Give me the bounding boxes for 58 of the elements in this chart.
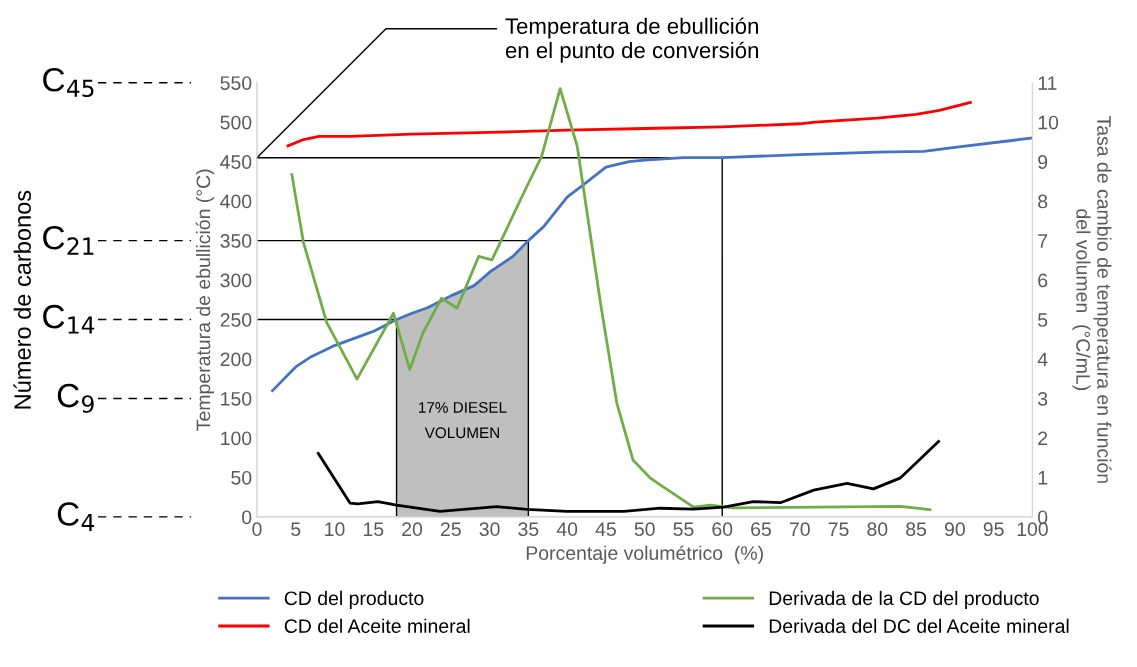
annotation: 17% DIESEL VOLUMEN — [419, 402, 507, 439]
x-tick-label: 75 — [828, 522, 849, 537]
y-tick-label: 250 — [220, 313, 252, 327]
ref-line-label: C$_{21}$ — [43, 225, 94, 255]
x-tick-label: 25 — [440, 522, 461, 537]
y2-tick-label: 11 — [1038, 76, 1057, 90]
x-tick-label: 20 — [402, 522, 423, 537]
ref-line-label: C$_{9}$ — [57, 383, 94, 413]
y-tick-label: 0 — [242, 510, 252, 525]
y-tick-label: 100 — [221, 431, 252, 446]
y2-tick-label: 6 — [1038, 273, 1048, 288]
x-tick-label: 55 — [673, 522, 694, 537]
ref-line-label: C$_{14}$ — [43, 304, 95, 334]
x-tick-label: 45 — [595, 522, 616, 537]
y-tick-label: 500 — [220, 115, 252, 130]
x-tick-label: 15 — [363, 522, 384, 537]
ref-line-label: C$_{45}$ — [43, 67, 94, 98]
x-axis-title: Porcentaje volumétrico (%) — [526, 545, 763, 564]
y-tick-label: 350 — [220, 234, 252, 248]
y2-tick-label: 3 — [1038, 391, 1048, 406]
x-tick-label: 10 — [325, 522, 345, 537]
y2-tick-label: 1 — [1038, 471, 1048, 485]
x-tick-label: 30 — [479, 522, 500, 537]
x-tick-label: 65 — [751, 522, 771, 537]
x-tick-label: 50 — [634, 522, 655, 537]
y2-axis-title: Tasa de cambio de temperatura en función del volumen (°C/mL) — [1072, 115, 1112, 483]
text: Número de carbonos — [13, 190, 31, 409]
y-tick-label: 550 — [220, 76, 252, 90]
x-tick-label: 80 — [867, 522, 888, 537]
y-tick-label: 200 — [220, 352, 252, 367]
legend-label: CD del Aceite mineral — [284, 618, 470, 633]
legend-label: Derivada del DC del Aceite mineral — [769, 618, 1069, 633]
y2-tick-label: 5 — [1038, 313, 1048, 327]
y2-tick-label: 9 — [1038, 155, 1048, 169]
x-tick-label: 70 — [789, 522, 810, 537]
x-tick-label: 85 — [906, 522, 927, 537]
legend-label: CD del producto — [284, 590, 424, 609]
x-tick-label: 5 — [291, 522, 301, 537]
y-tick-label: 400 — [220, 194, 252, 209]
y-tick-label: 50 — [231, 470, 252, 485]
x-tick-label: 40 — [556, 522, 578, 537]
y2-tick-label: 7 — [1038, 234, 1048, 248]
y2-tick-label: 8 — [1038, 194, 1048, 209]
y-tick-label: 450 — [220, 155, 252, 169]
y2-tick-label: 4 — [1037, 352, 1048, 367]
y-tick-label: 300 — [220, 273, 252, 288]
x-tick-label: 35 — [518, 522, 539, 537]
x-tick-label: 95 — [983, 522, 1004, 537]
y-axis-title: Temperatura de ebullición (°C) — [195, 169, 215, 431]
y-tick-label: 150 — [221, 391, 252, 406]
legend-label: Derivada de la CD del producto — [769, 590, 1039, 609]
x-tick-label: 0 — [252, 522, 262, 537]
annotation: Temperatura de ebullición en el punto de conversión — [505, 17, 758, 63]
x-tick-label: 60 — [712, 522, 733, 537]
x-tick-label: 90 — [944, 522, 965, 537]
y2-tick-label: 2 — [1038, 431, 1048, 446]
y2-tick-label: 10 — [1038, 115, 1059, 130]
ref-line-label: C$_{4}$ — [57, 502, 95, 531]
